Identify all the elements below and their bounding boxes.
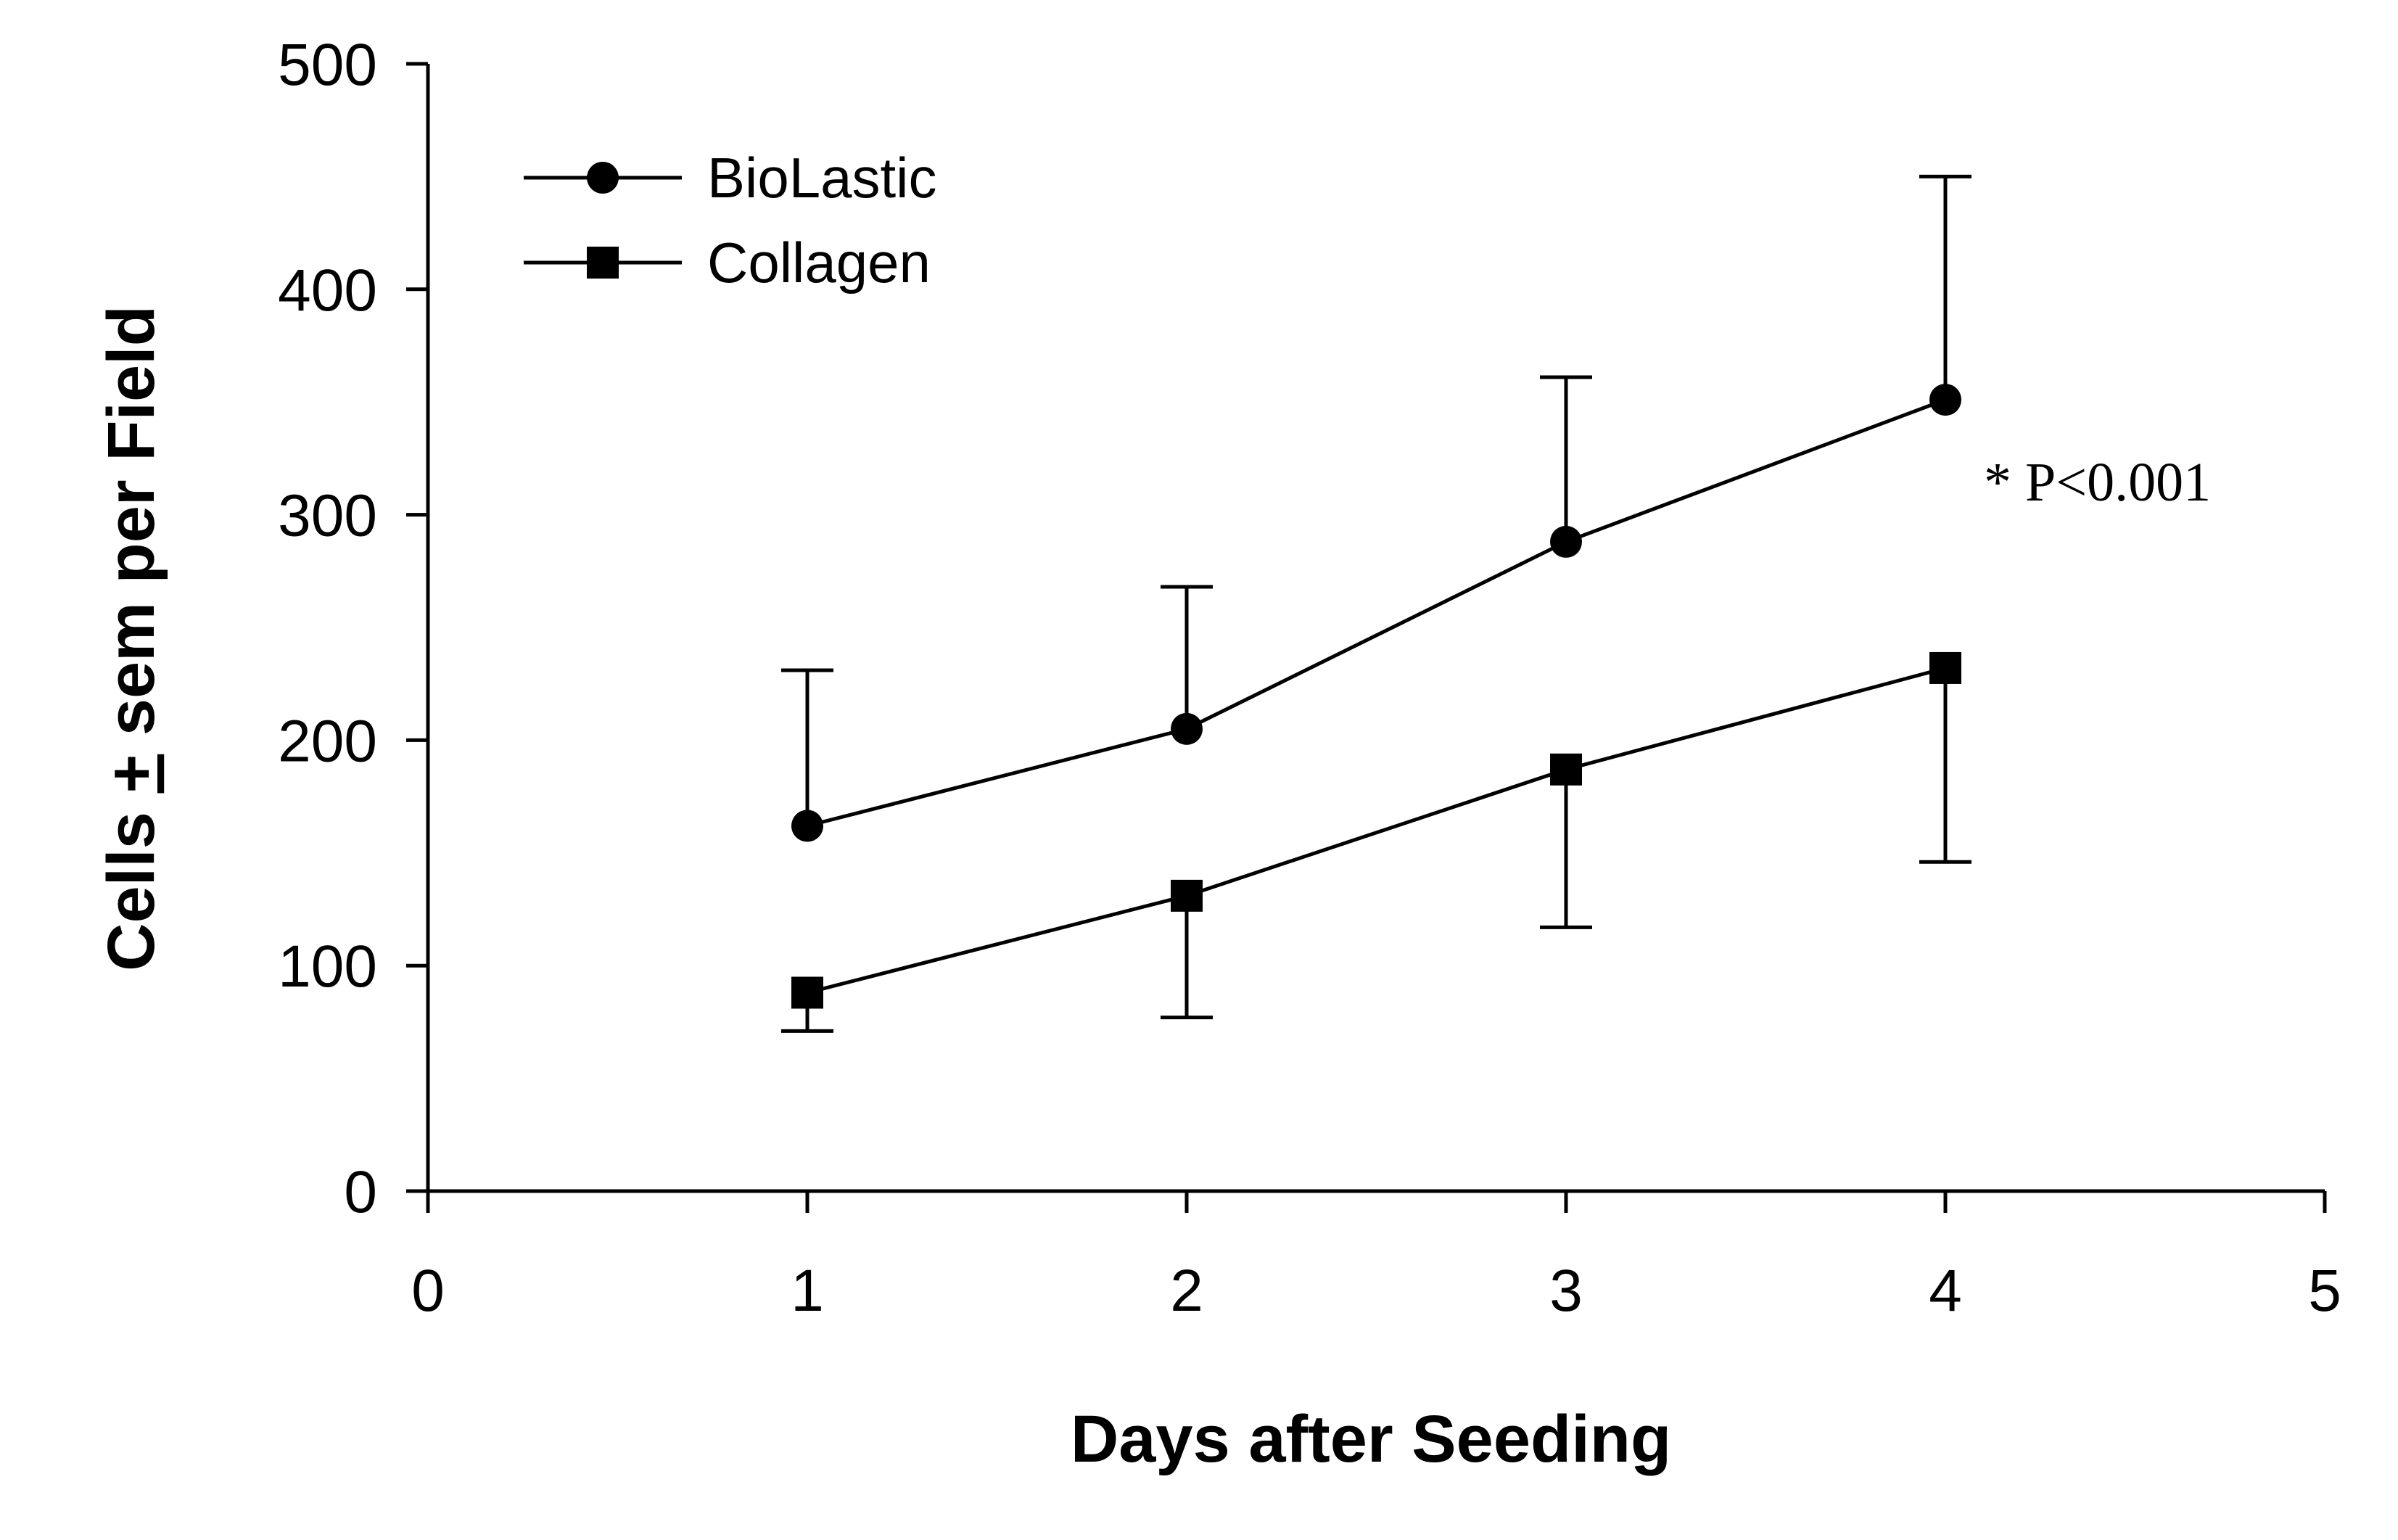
y-axis-title-part-1: Cells (94, 793, 168, 971)
series-layer (781, 176, 1971, 1031)
x-tick-label: 4 (1929, 1258, 1962, 1324)
y-axis-title-part-2: sem per Field (94, 305, 168, 754)
series-biolastic (781, 176, 1971, 841)
y-tick-label: 0 (344, 1159, 377, 1225)
data-point (791, 976, 823, 1008)
data-point (1171, 713, 1203, 745)
y-tick-label: 500 (278, 32, 377, 98)
legend-item: Collagen (524, 231, 931, 295)
data-point (1550, 754, 1582, 786)
significance-annotation: * P<0.001 (1984, 452, 2211, 513)
y-tick-label: 100 (278, 934, 377, 1000)
x-tick-label: 3 (1549, 1258, 1583, 1324)
x-tick-label: 2 (1170, 1258, 1203, 1324)
y-tick-label: 200 (278, 708, 377, 774)
x-tick-label: 5 (2308, 1258, 2341, 1324)
series-collagen (781, 652, 1971, 1031)
series-line (807, 400, 1945, 825)
axes (406, 64, 2325, 1191)
data-point (1929, 384, 1961, 416)
data-point (1550, 526, 1582, 558)
data-point (791, 810, 823, 842)
x-tick-label: 0 (411, 1258, 445, 1324)
legend: BioLastic Collagen (524, 146, 937, 295)
x-tick-label: 1 (791, 1258, 824, 1324)
y-axis-title-plus: + (94, 754, 168, 794)
legend-marker (587, 162, 619, 194)
legend-label: BioLastic (707, 146, 937, 210)
legend-item: BioLastic (524, 146, 937, 210)
y-axis-title: Cells + sem per Field (94, 305, 168, 971)
x-axis-title: Days after Seeding (1071, 1402, 1671, 1476)
series-line (807, 668, 1945, 993)
legend-marker (587, 247, 619, 279)
data-point (1171, 880, 1203, 912)
chart: 0 100 200 300 400 500 0 1 2 3 4 5 BioLastic Collage… (0, 0, 2398, 1540)
data-point (1929, 652, 1961, 684)
y-tick-label: 300 (278, 483, 377, 549)
legend-label: Collagen (707, 231, 931, 295)
x-ticks: 0 1 2 3 4 5 (411, 1191, 2341, 1324)
y-ticks: 0 100 200 300 400 500 (278, 32, 428, 1225)
y-tick-label: 400 (278, 258, 377, 324)
